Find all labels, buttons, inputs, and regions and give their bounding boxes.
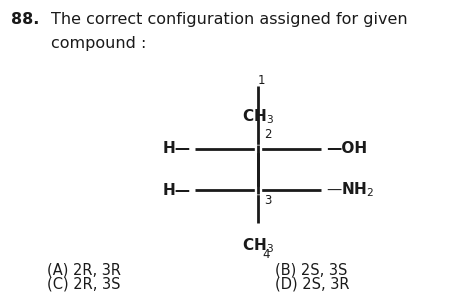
Text: —OH: —OH [326,141,367,156]
Text: 4: 4 [262,248,270,261]
Text: H—: H— [163,141,191,156]
Bar [255,187,262,194]
Text: 88.: 88. [11,12,40,27]
Text: 3: 3 [264,194,272,207]
Text: CH$_3$: CH$_3$ [242,107,274,126]
Text: (B) 2S, 3S: (B) 2S, 3S [275,262,347,278]
Text: CH$_3$: CH$_3$ [242,236,274,255]
Bar [255,145,262,152]
Text: The correct configuration assigned for given: The correct configuration assigned for g… [51,12,408,27]
Text: (D) 2S, 3R: (D) 2S, 3R [275,276,349,291]
Text: 1: 1 [258,74,265,87]
Text: (A) 2R, 3R: (A) 2R, 3R [47,262,121,278]
Text: compound :: compound : [51,36,146,51]
Text: (C) 2R, 3S: (C) 2R, 3S [47,276,120,291]
Text: 2: 2 [264,128,272,141]
Text: —NH$_2$: —NH$_2$ [326,181,374,199]
Text: H—: H— [163,183,191,198]
